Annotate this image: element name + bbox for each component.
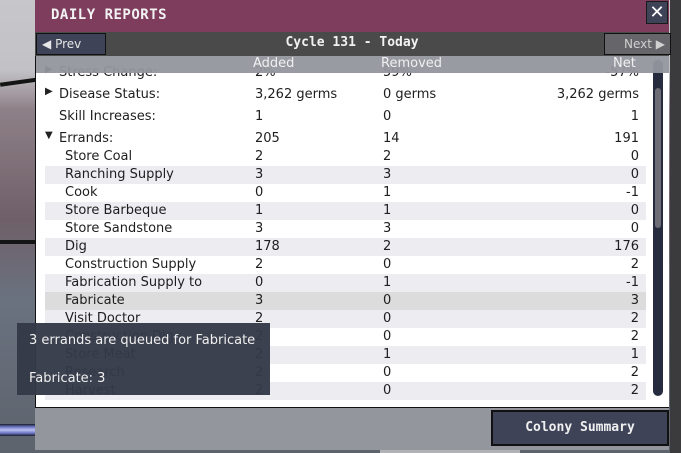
row-skill-increases: Skill Increases: 1 0 1 <box>59 109 639 124</box>
arrow-left-icon: ◀ <box>42 37 52 51</box>
close-button[interactable]: ✕ <box>646 1 668 24</box>
window-title: DAILY REPORTS <box>51 7 168 23</box>
colony-summary-button[interactable]: Colony Summary <box>491 410 669 446</box>
errand-row[interactable]: Store Coal 2 2 0 <box>65 149 639 164</box>
row-errands[interactable]: ▼ Errands: 205 14 191 <box>45 130 646 148</box>
errand-row-hovered[interactable]: Fabricate 3 0 3 <box>45 292 646 310</box>
vertical-scrollbar[interactable] <box>653 60 663 396</box>
titlebar: DAILY REPORTS ✕ <box>35 0 669 32</box>
errand-row[interactable]: Store Sandstone 3 3 0 <box>65 221 639 236</box>
background-edge <box>670 0 681 453</box>
cycle-title: Cycle 131 - Today <box>285 35 419 50</box>
column-added: Added <box>253 56 295 71</box>
tooltip-count: Fabricate: 3 <box>29 371 106 386</box>
next-button[interactable]: Next ▶ <box>604 33 671 55</box>
errand-row[interactable]: Fabrication Supply to 0 1 -1 <box>45 274 646 292</box>
prev-button[interactable]: ◀ Prev <box>36 33 106 55</box>
expand-arrow-icon[interactable]: ▶ <box>45 86 53 97</box>
column-removed: Removed <box>381 56 443 71</box>
errand-tooltip: 3 errands are queued for Fabricate Fabri… <box>17 323 270 395</box>
close-icon: ✕ <box>649 2 665 23</box>
collapse-arrow-icon[interactable]: ▼ <box>45 130 53 141</box>
arrow-right-icon: ▶ <box>655 37 665 51</box>
errand-row[interactable]: Ranching Supply 3 3 0 <box>45 166 646 184</box>
background-pipe <box>0 424 40 436</box>
background-structure <box>0 240 40 244</box>
row-disease-status[interactable]: ▶ Disease Status: 3,262 germs 0 germs 3,… <box>45 86 646 104</box>
errand-row[interactable]: Dig 178 2 176 <box>45 238 646 256</box>
prev-label: Prev <box>55 37 82 51</box>
scrollbar-thumb[interactable] <box>655 88 661 228</box>
window-footer: Colony Summary <box>35 408 669 450</box>
errand-row[interactable]: Construction Supply 2 0 2 <box>65 257 639 272</box>
cycle-navbar: ◀ Prev Cycle 131 - Today Next ▶ <box>35 32 671 56</box>
errand-row[interactable]: Cook 0 1 -1 <box>65 185 639 200</box>
column-header: Added Removed Net <box>36 56 669 73</box>
next-label: Next <box>623 37 652 51</box>
tooltip-description: 3 errands are queued for Fabricate <box>29 333 256 348</box>
column-net: Net <box>613 56 636 71</box>
errand-row[interactable]: Store Barbeque 1 1 0 <box>45 202 646 220</box>
